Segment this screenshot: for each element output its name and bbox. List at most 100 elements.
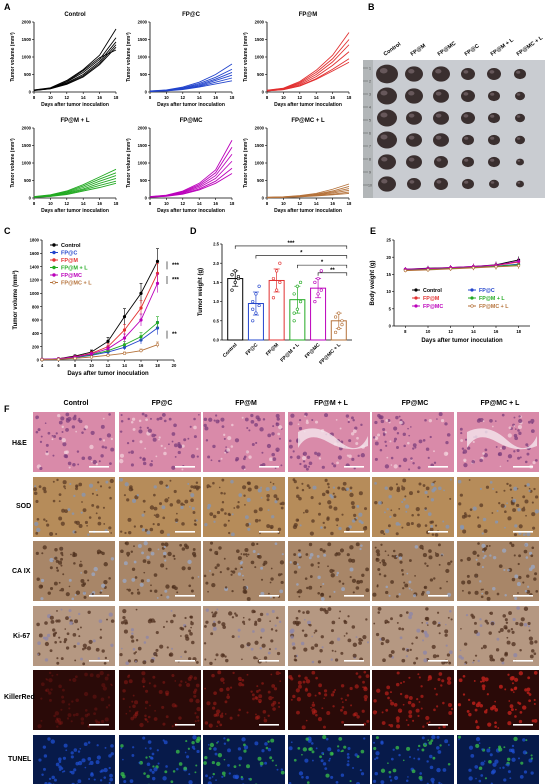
cell-nucleus [494, 759, 499, 764]
cell-nucleus [110, 683, 112, 686]
cell-nucleus [372, 779, 377, 783]
cell-nucleus [349, 686, 353, 691]
chart-title: FP@MC + L [291, 118, 325, 124]
cell-nucleus [194, 712, 197, 715]
cell-nucleus [433, 450, 435, 453]
cell-nucleus [150, 658, 155, 663]
data-point [122, 336, 127, 340]
x-tick-label: 14 [122, 363, 127, 368]
cell-nucleus [328, 595, 332, 598]
cell-nucleus [436, 735, 440, 739]
cell-nucleus [237, 676, 242, 681]
photo-group-label: FP@MC + L [516, 35, 545, 58]
cell-nucleus [331, 649, 334, 652]
cell-nucleus [141, 412, 145, 416]
cell-nucleus [195, 698, 200, 704]
cell-nucleus [409, 491, 413, 496]
cell-nucleus [323, 526, 327, 529]
histology-image [457, 412, 539, 472]
cell-nucleus [509, 541, 512, 545]
cell-nucleus [374, 546, 377, 549]
cell-nucleus [296, 590, 300, 594]
histology-col-fpml: FP@M + L [314, 400, 348, 407]
cell-nucleus [254, 715, 259, 720]
cell-nucleus [301, 753, 303, 756]
cell-nucleus [224, 713, 227, 715]
cell-nucleus [275, 671, 280, 676]
cell-nucleus [142, 660, 147, 665]
cell-nucleus [120, 413, 123, 417]
scale-bar [428, 660, 448, 662]
cell-nucleus [142, 461, 147, 466]
cell-nucleus [417, 748, 420, 751]
cell-nucleus [341, 720, 344, 724]
cell-nucleus [243, 457, 246, 461]
cell-nucleus [142, 677, 145, 680]
cell-nucleus [349, 489, 352, 492]
scale-bar [175, 660, 195, 662]
cell-nucleus [62, 480, 67, 485]
cell-nucleus [506, 763, 510, 767]
cell-nucleus [479, 703, 484, 708]
cell-nucleus [58, 636, 61, 639]
cell-nucleus [119, 458, 124, 464]
cell-nucleus [458, 502, 462, 506]
cell-nucleus [219, 714, 224, 718]
cell-nucleus [150, 584, 152, 587]
cell-nucleus [164, 498, 169, 503]
image-background [119, 412, 201, 472]
x-tick-label: 16 [97, 201, 102, 206]
cell-nucleus [315, 713, 318, 717]
cell-nucleus [49, 649, 53, 653]
cell-nucleus [396, 719, 400, 723]
tumor-specimen [462, 178, 474, 190]
cell-nucleus [133, 652, 136, 655]
cell-nucleus [310, 563, 314, 567]
cell-nucleus [48, 698, 52, 702]
cell-nucleus [55, 717, 59, 720]
cell-nucleus [518, 575, 522, 580]
cell-nucleus [388, 775, 392, 779]
data-point [449, 267, 453, 271]
cell-nucleus [302, 611, 305, 614]
cell-nucleus [274, 467, 277, 469]
cell-nucleus [260, 591, 265, 596]
cell-nucleus [256, 657, 258, 660]
cell-nucleus [447, 763, 451, 766]
cell-nucleus [227, 763, 230, 767]
cell-nucleus [104, 446, 108, 449]
cell-nucleus [535, 495, 539, 499]
cell-nucleus [518, 554, 522, 558]
legend-marker [414, 304, 418, 308]
cell-nucleus [195, 715, 199, 719]
cell-nucleus [108, 754, 112, 758]
cell-nucleus [159, 529, 165, 535]
data-point [471, 266, 475, 270]
cell-nucleus [259, 532, 261, 535]
cell-nucleus [491, 512, 494, 514]
y-axis-label: Tumor volume (mm³) [12, 270, 19, 329]
cell-nucleus [253, 622, 258, 626]
cell-nucleus [531, 649, 535, 653]
y-axis-label: Tumor volume (mm³) [126, 138, 132, 188]
cell-nucleus [264, 761, 268, 765]
cell-nucleus [193, 523, 197, 526]
cell-nucleus [341, 706, 345, 709]
cell-nucleus [90, 772, 94, 777]
y-tick-label: 2000 [255, 20, 265, 25]
panel-label-c: C [4, 226, 11, 236]
image-background [457, 735, 539, 784]
cell-nucleus [183, 438, 187, 442]
cell-nucleus [220, 508, 224, 512]
histology-image [372, 670, 454, 730]
cell-nucleus [196, 736, 201, 741]
cell-nucleus [36, 622, 40, 627]
cell-nucleus [224, 512, 227, 515]
cell-nucleus [528, 629, 531, 632]
cell-nucleus [346, 753, 350, 756]
cell-nucleus [70, 751, 74, 755]
cell-nucleus [330, 640, 334, 645]
cell-nucleus [96, 673, 101, 678]
